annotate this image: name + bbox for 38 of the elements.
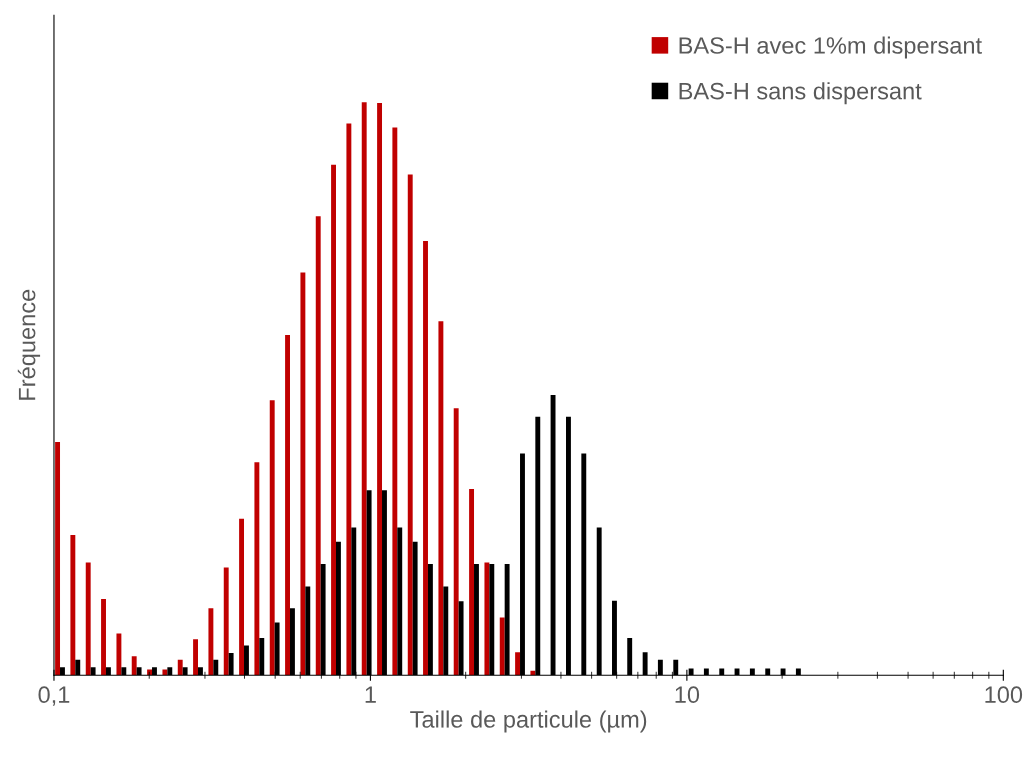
bar <box>423 240 428 676</box>
legend-label: BAS-H avec 1%m dispersant <box>679 36 982 59</box>
y-axis-title: Fréquence <box>17 289 41 400</box>
bar <box>407 174 413 676</box>
bar <box>85 562 91 676</box>
bar <box>499 617 505 676</box>
bar <box>116 633 122 676</box>
bar <box>300 272 306 676</box>
x-axis-title: Taille de particule (µm) <box>410 710 647 733</box>
bar <box>269 400 275 676</box>
bar <box>453 408 459 676</box>
bar <box>101 599 106 676</box>
bar <box>239 518 245 676</box>
bar <box>55 442 61 676</box>
bar <box>208 608 214 676</box>
bar <box>346 123 352 676</box>
legend-label: BAS-H sans dispersant <box>679 82 922 105</box>
x-tick-label: 1 <box>365 686 376 703</box>
bar <box>377 102 383 676</box>
bar <box>484 562 490 676</box>
x-tick-label: 0,1 <box>38 686 70 706</box>
bar <box>515 652 521 676</box>
x-tick-label: 10 <box>675 686 700 704</box>
bar <box>438 321 444 676</box>
bar <box>315 216 321 676</box>
bar <box>177 659 183 676</box>
bar <box>469 489 475 676</box>
x-tick-label: 100 <box>985 686 1023 704</box>
bar <box>361 102 367 676</box>
bar <box>530 670 536 676</box>
bar <box>285 334 290 676</box>
bar <box>193 639 198 676</box>
bar <box>70 534 76 676</box>
bar <box>223 567 229 676</box>
bar <box>131 656 137 676</box>
bar <box>331 164 336 676</box>
bar <box>392 127 398 676</box>
bar <box>254 462 260 676</box>
